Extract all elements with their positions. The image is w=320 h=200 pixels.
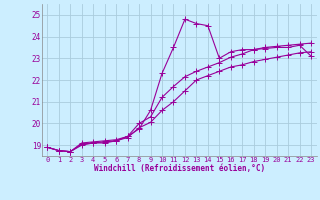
X-axis label: Windchill (Refroidissement éolien,°C): Windchill (Refroidissement éolien,°C) xyxy=(94,164,265,173)
